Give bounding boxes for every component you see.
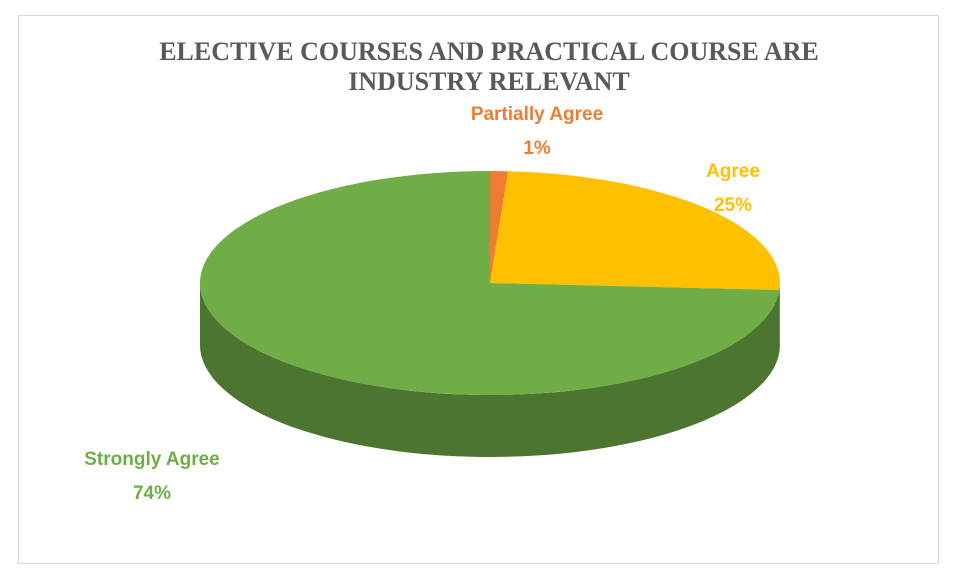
slice <box>490 171 780 291</box>
data-label-name: Partially Agree <box>471 104 603 125</box>
chart-title: ELECTIVE COURSES AND PRACTICAL COURSE AR… <box>159 37 819 96</box>
slice <box>490 171 509 283</box>
data-label-name: Strongly Agree <box>84 449 220 470</box>
data-label-name: Agree <box>706 161 760 182</box>
data-label-value: 74% <box>133 483 171 504</box>
slice-side <box>779 283 780 353</box>
data-label-value: 25% <box>714 195 752 216</box>
chart-frame <box>18 15 939 564</box>
slice-side <box>200 283 780 457</box>
data-label-value: 1% <box>523 138 551 159</box>
slice <box>199 171 780 396</box>
